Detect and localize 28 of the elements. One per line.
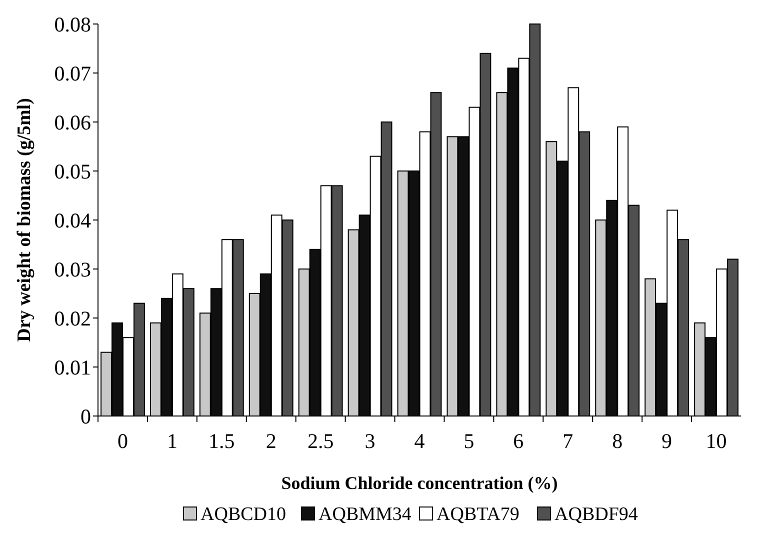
y-tick-label: 0.07 bbox=[54, 61, 91, 86]
y-tick-label: 0.06 bbox=[54, 110, 91, 134]
x-tick-label: 9 bbox=[662, 429, 672, 453]
x-tick-label: 5 bbox=[464, 429, 474, 453]
x-tick-label: 2 bbox=[266, 429, 276, 453]
x-tick-label: 6 bbox=[513, 429, 524, 453]
y-tick-label: 0.04 bbox=[54, 208, 92, 232]
x-tick-label: 8 bbox=[612, 429, 623, 453]
x-tick-label: 4 bbox=[414, 429, 426, 453]
y-tick-label: 0.08 bbox=[54, 12, 91, 36]
x-tick-label: 10 bbox=[706, 429, 727, 453]
x-tick-label: 3 bbox=[364, 429, 376, 453]
y-tick-label: 0.01 bbox=[54, 355, 91, 380]
x-axis-title: Sodium Chloride concentration (%) bbox=[281, 473, 558, 493]
x-tick-label: 1 bbox=[166, 429, 178, 453]
legend-label: AQBCD10 bbox=[200, 504, 286, 525]
x-tick-label: 0 bbox=[117, 429, 128, 453]
y-axis-title: Dry weight of biomass (g/5ml) bbox=[14, 98, 35, 342]
y-tick-label: 0 bbox=[80, 404, 91, 428]
y-tick-label: 0.03 bbox=[54, 257, 91, 282]
legend-label: AQBMM34 bbox=[318, 504, 412, 525]
y-tick-label: 0.02 bbox=[54, 306, 91, 330]
x-tick-label: 7 bbox=[562, 429, 574, 453]
legend-label: AQBDF94 bbox=[554, 504, 638, 525]
x-tick-label: 2.5 bbox=[307, 429, 334, 453]
x-tick-label: 1.5 bbox=[208, 429, 235, 453]
y-tick-label: 0.05 bbox=[54, 159, 91, 184]
legend-label: AQBTA79 bbox=[436, 504, 520, 525]
